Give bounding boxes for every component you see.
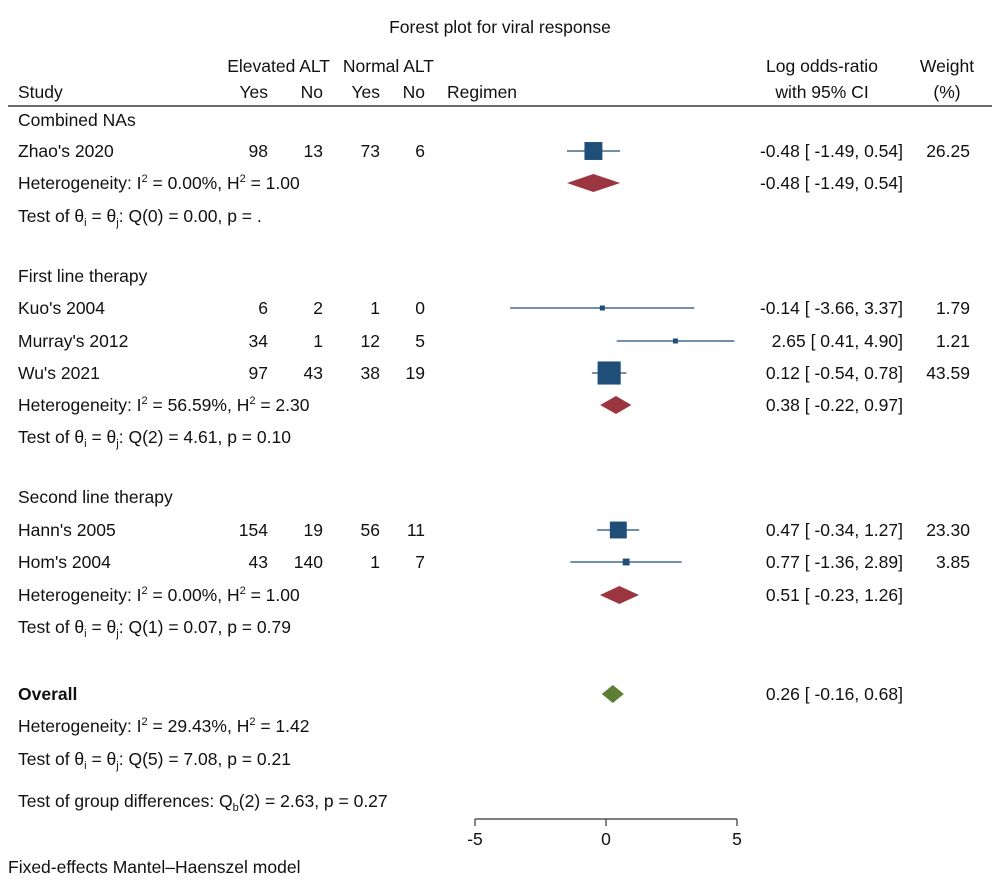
- study-point-estimate: [672, 338, 678, 344]
- study-label: Kuo's 2004: [18, 298, 105, 318]
- header-weight-line1: Weight: [920, 56, 974, 76]
- header-effect-line2: with 95% CI: [774, 82, 868, 102]
- subgroup-ci-text: 0.51 [ -0.23, 1.26]: [766, 585, 903, 605]
- normal-yes-count: 1: [370, 298, 380, 318]
- study-point-estimate: [584, 142, 603, 160]
- study-ci-text: -0.48 [ -1.49, 0.54]: [760, 141, 903, 161]
- elevated-no-count: 140: [294, 552, 323, 572]
- group-differences-test: Test of group differences: Qb(2) = 2.63,…: [18, 791, 388, 814]
- subgroup-diamond: [600, 396, 632, 414]
- header-regimen: Regimen: [447, 82, 517, 102]
- subgroup-diamond: [599, 586, 640, 604]
- overall-ci-text: 0.26 [ -0.16, 0.68]: [766, 684, 903, 704]
- study-ci-text: 0.47 [ -0.34, 1.27]: [766, 520, 903, 540]
- group-heading: Second line therapy: [18, 487, 173, 507]
- study-label: Hann's 2005: [18, 520, 116, 540]
- elevated-no-count: 19: [304, 520, 323, 540]
- study-weight: 1.79: [936, 298, 970, 318]
- overall-homogeneity-test: Test of θi = θj: Q(5) = 7.08, p = 0.21: [18, 749, 291, 772]
- header-effect-line1: Log odds-ratio: [766, 56, 878, 76]
- header-normal-no: No: [403, 82, 425, 102]
- elevated-yes-count: 34: [249, 331, 269, 351]
- study-label: Hom's 2004: [18, 552, 111, 572]
- elevated-yes-count: 98: [249, 141, 268, 161]
- subgroup-heterogeneity: Heterogeneity: I2 = 0.00%, H2 = 1.00: [18, 585, 300, 605]
- elevated-yes-count: 97: [249, 363, 268, 383]
- subgroup-homogeneity-test: Test of θi = θj: Q(0) = 0.00, p = .: [18, 206, 262, 229]
- chart-title: Forest plot for viral response: [389, 17, 611, 37]
- normal-yes-count: 12: [361, 331, 380, 351]
- normal-yes-count: 1: [370, 552, 380, 572]
- x-axis-tick-label: 5: [732, 829, 742, 849]
- study-point-estimate: [599, 305, 605, 311]
- subgroup-homogeneity-test: Test of θi = θj: Q(2) = 4.61, p = 0.10: [18, 427, 291, 450]
- study-weight: 3.85: [936, 552, 970, 572]
- group-heading: First line therapy: [18, 266, 148, 286]
- header-normal-yes: Yes: [351, 82, 380, 102]
- normal-no-count: 19: [406, 363, 425, 383]
- study-point-estimate: [609, 521, 627, 539]
- study-weight: 26.25: [926, 141, 970, 161]
- subgroup-heterogeneity: Heterogeneity: I2 = 0.00%, H2 = 1.00: [18, 173, 300, 193]
- overall-diamond: [601, 685, 624, 703]
- study-point-estimate: [622, 558, 630, 566]
- normal-yes-count: 73: [361, 141, 380, 161]
- elevated-yes-count: 43: [249, 552, 268, 572]
- study-label: Murray's 2012: [18, 331, 128, 351]
- study-weight: 1.21: [936, 331, 970, 351]
- elevated-no-count: 1: [313, 331, 323, 351]
- study-ci-text: 0.12 [ -0.54, 0.78]: [766, 363, 903, 383]
- overall-heterogeneity: Heterogeneity: I2 = 29.43%, H2 = 1.42: [18, 716, 309, 736]
- subgroup-heterogeneity: Heterogeneity: I2 = 56.59%, H2 = 2.30: [18, 395, 310, 415]
- overall-label: Overall: [18, 684, 77, 704]
- study-weight: 43.59: [926, 363, 970, 383]
- elevated-yes-count: 154: [239, 520, 268, 540]
- subgroup-homogeneity-test: Test of θi = θj: Q(1) = 0.07, p = 0.79: [18, 617, 291, 640]
- x-axis-tick-label: 0: [601, 829, 611, 849]
- normal-no-count: 5: [415, 331, 425, 351]
- elevated-no-count: 2: [313, 298, 323, 318]
- elevated-no-count: 43: [304, 363, 323, 383]
- normal-no-count: 6: [415, 141, 425, 161]
- header-study: Study: [18, 82, 63, 102]
- header-elevated-yes: Yes: [239, 82, 268, 102]
- normal-yes-count: 38: [361, 363, 380, 383]
- study-weight: 23.30: [926, 520, 970, 540]
- study-ci-text: 0.77 [ -1.36, 2.89]: [766, 552, 903, 572]
- normal-no-count: 0: [415, 298, 425, 318]
- header-weight-line2: (%): [933, 82, 960, 102]
- study-ci-text: 2.65 [ 0.41, 4.90]: [772, 331, 903, 351]
- study-point-estimate: [597, 361, 621, 385]
- elevated-no-count: 13: [304, 141, 323, 161]
- elevated-yes-count: 6: [258, 298, 268, 318]
- footnote: Fixed-effects Mantel–Haenszel model: [8, 857, 300, 877]
- subgroup-diamond: [566, 174, 621, 192]
- study-label: Zhao's 2020: [18, 141, 114, 161]
- normal-yes-count: 56: [361, 520, 380, 540]
- normal-no-count: 7: [415, 552, 425, 572]
- subgroup-ci-text: -0.48 [ -1.49, 0.54]: [760, 173, 903, 193]
- header-normal-alt: Normal ALT: [343, 56, 434, 76]
- study-label: Wu's 2021: [18, 363, 100, 383]
- group-heading: Combined NAs: [18, 110, 136, 130]
- x-axis-tick-label: -5: [467, 829, 483, 849]
- subgroup-ci-text: 0.38 [ -0.22, 0.97]: [766, 395, 903, 415]
- header-elevated-no: No: [301, 82, 323, 102]
- study-ci-text: -0.14 [ -3.66, 3.37]: [760, 298, 903, 318]
- header-elevated-alt: Elevated ALT: [227, 56, 330, 76]
- normal-no-count: 11: [407, 520, 425, 540]
